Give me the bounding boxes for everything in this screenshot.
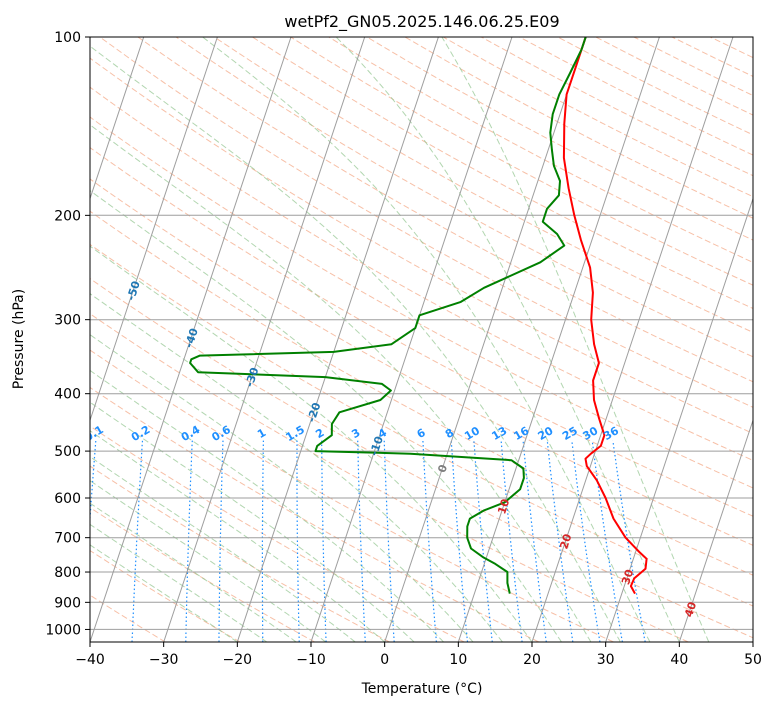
x-tick-label: 10 — [449, 652, 467, 668]
y-tick-label: 900 — [54, 595, 81, 611]
moist-adiabat-line — [90, 334, 474, 642]
mixing-ratio-line — [218, 440, 224, 642]
mixing-ratio-line — [131, 440, 144, 642]
dry-adiabat-line — [252, 37, 753, 310]
isotherm-label: 0 — [435, 463, 450, 475]
plot-frame — [89, 36, 754, 643]
mixing-ratio-line — [571, 440, 601, 642]
moist-adiabat-line — [90, 124, 592, 642]
mixing-ratio-line — [321, 440, 327, 642]
x-tick-label: 40 — [670, 652, 688, 668]
dry-adiabat-line — [175, 37, 753, 358]
isotherm-label: -40 — [182, 326, 201, 349]
isotherm-label: -30 — [243, 365, 262, 388]
x-tick-label: 0 — [380, 652, 389, 668]
isotherm-label: 10 — [495, 497, 512, 516]
y-tick-label: 500 — [54, 444, 81, 460]
background-lines — [90, 37, 753, 642]
x-tick-label: 50 — [744, 652, 762, 668]
x-tick-label: −10 — [296, 652, 326, 668]
dry-adiabat-line — [90, 549, 241, 642]
moist-adiabat-line — [90, 523, 268, 642]
isotherm-line — [90, 37, 218, 422]
dry-adiabat-line — [90, 386, 540, 642]
dry-adiabat-line — [90, 86, 753, 461]
y-tick-label: 1000 — [45, 622, 81, 638]
y-tick-label: 800 — [54, 565, 81, 581]
mixing-ratio-line — [612, 440, 646, 642]
y-tick-label: 100 — [54, 30, 81, 46]
isotherm-label: -20 — [305, 401, 324, 424]
mixing-ratio-line — [296, 440, 300, 642]
dewpoint-profile — [189, 37, 587, 594]
isotherm-label: 30 — [619, 567, 636, 586]
y-tick-label: 400 — [54, 387, 81, 403]
y-tick-label: 300 — [54, 313, 81, 329]
moist-adiabat-line — [90, 189, 562, 642]
moist-adiabat-line — [90, 502, 297, 642]
moist-adiabat-line — [441, 37, 710, 642]
isotherm-line — [678, 418, 753, 642]
dry-adiabat-line — [99, 37, 753, 408]
moist-adiabat-line — [90, 401, 415, 642]
isotherm-label: 40 — [682, 600, 699, 619]
axes: −40 −30 −20 −10 0 10 20 30 40 5010020030040050060… — [45, 30, 762, 668]
isotherm-line — [384, 37, 587, 642]
mixing-ratio-line — [522, 440, 547, 642]
x-tick-label: 20 — [523, 652, 541, 668]
moist-adiabat-line — [90, 45, 621, 642]
mixing-ratio-line — [422, 440, 437, 642]
isotherm-line — [310, 37, 513, 642]
isotherm-line — [457, 37, 660, 642]
dry-adiabat-line — [90, 210, 753, 576]
isotherm-label: 20 — [557, 532, 574, 551]
mixing-ratio-line — [357, 440, 366, 642]
moist-adiabat-line — [90, 480, 327, 642]
y-axis-label: Pressure (hPa) — [11, 289, 27, 389]
dry-adiabat-line — [90, 465, 390, 642]
dry-adiabat-line — [90, 425, 465, 642]
mixing-ratio-line — [591, 440, 623, 642]
isotherm-label: -10 — [367, 434, 386, 457]
isotherm-line — [236, 37, 439, 642]
mixing-ratio-line — [500, 440, 523, 642]
y-tick-label: 200 — [54, 208, 81, 224]
isotherm-line — [90, 37, 292, 642]
mixing-ratio-line — [185, 440, 193, 642]
x-tick-label: 30 — [597, 652, 615, 668]
moist-adiabat-line — [90, 245, 533, 642]
x-tick-label: −20 — [223, 652, 253, 668]
dry-adiabat-line — [90, 116, 753, 489]
moist-adiabat-line — [90, 430, 386, 642]
moist-adiabat-line — [335, 37, 680, 642]
moist-adiabat-line — [202, 37, 651, 642]
mixing-ratio-line — [473, 440, 493, 642]
dry-adiabat-line — [90, 243, 753, 607]
sounding-profiles — [189, 37, 648, 595]
y-tick-label: 700 — [54, 531, 81, 547]
isotherm-line — [90, 37, 145, 201]
dry-adiabat-line — [90, 146, 753, 517]
dry-adiabat-line — [90, 313, 689, 642]
dry-adiabat-line — [90, 506, 315, 642]
isotherm-label: -50 — [124, 279, 143, 302]
mixing-ratio-line — [546, 440, 574, 642]
x-axis-label: Temperature (°C) — [361, 681, 483, 697]
temperature-profile — [562, 37, 648, 595]
isotherm-line — [531, 37, 734, 642]
dry-adiabat-line — [213, 37, 753, 333]
dry-adiabat-line — [290, 37, 753, 286]
x-tick-label: −40 — [75, 652, 105, 668]
isotherm-line — [605, 197, 753, 642]
moist-adiabat-line — [90, 293, 503, 642]
x-tick-label: −30 — [149, 652, 179, 668]
y-tick-label: 600 — [54, 491, 81, 507]
mixing-ratio-line — [450, 440, 469, 642]
mixing-ratio-line — [261, 440, 264, 642]
isotherm-line — [163, 37, 366, 642]
moist-adiabat-line — [90, 544, 238, 642]
chart-title: wetPf2_GN05.2025.146.06.25.E09 — [284, 12, 559, 32]
